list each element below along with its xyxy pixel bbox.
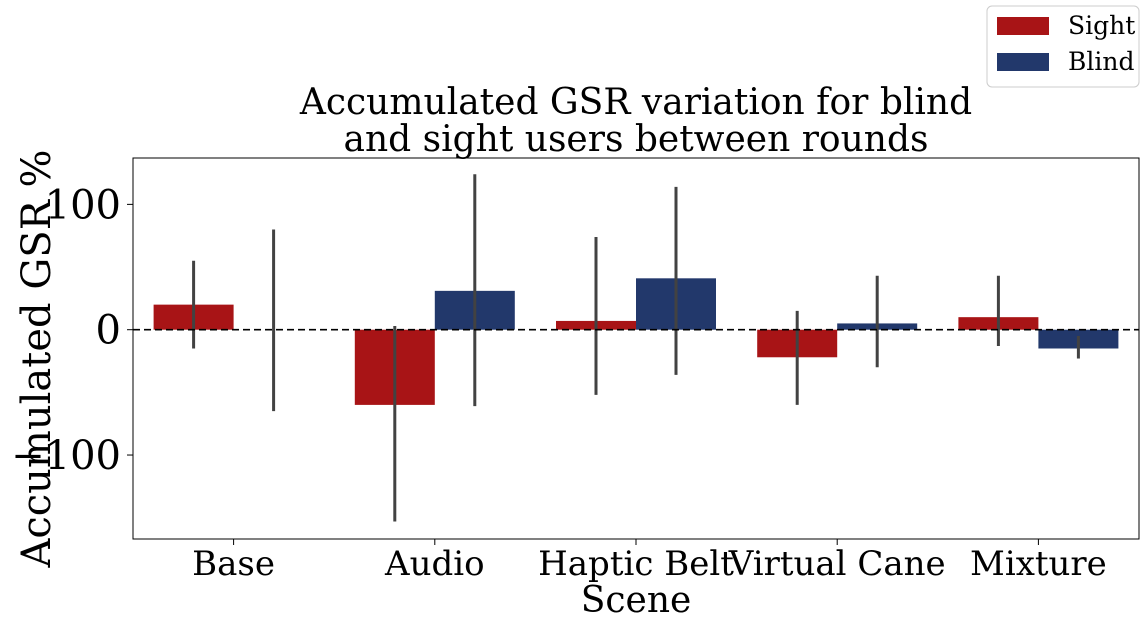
y-tick-label: 0	[96, 308, 121, 354]
x-tick-label: Audio	[384, 544, 485, 584]
x-tick-label: Haptic Belt	[538, 544, 734, 584]
x-tick-label: Base	[192, 544, 275, 584]
legend-swatch-sight	[997, 17, 1049, 35]
y-axis-label: Accumulated GSR %	[14, 149, 60, 568]
legend-label-sight: Sight	[1068, 11, 1135, 40]
legend-label-blind: Blind	[1068, 47, 1134, 76]
y-axis-ticks: 100 0 −100	[11, 182, 133, 479]
x-tick-label: Mixture	[970, 544, 1107, 584]
y-tick-label: −100	[11, 433, 121, 479]
chart-title-line: Accumulated GSR variation for blind	[299, 82, 972, 123]
legend: Sight Blind	[986, 5, 1140, 88]
legend-swatch-blind	[997, 53, 1049, 71]
bars-group	[153, 278, 1119, 405]
chart-title-line: and sight users between rounds	[344, 119, 929, 160]
x-axis-label: Scene	[581, 580, 692, 621]
plot-frame	[132, 157, 1140, 540]
error-bars-group	[192, 174, 1080, 522]
y-tick-label: 100	[45, 182, 121, 228]
x-tick-label: Virtual Cane	[728, 544, 946, 584]
